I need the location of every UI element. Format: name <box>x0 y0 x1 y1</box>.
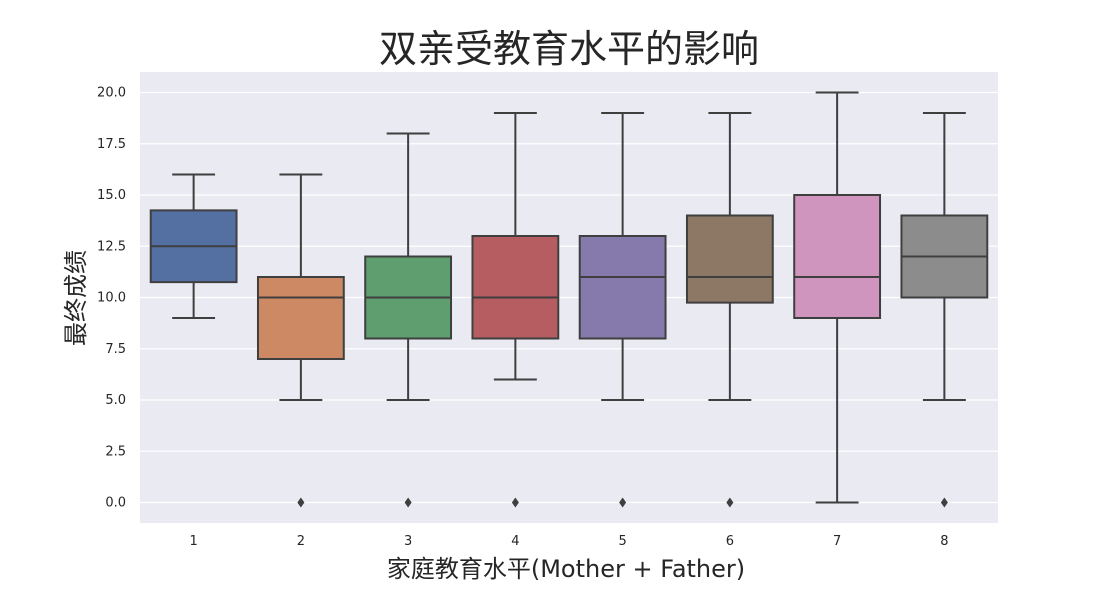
box-4 <box>471 112 560 508</box>
outlier-point <box>726 497 734 508</box>
iqr-box <box>471 235 560 340</box>
y-tick-label: 12.5 <box>97 239 126 254</box>
outlier-point <box>404 497 412 508</box>
y-tick-label: 5.0 <box>105 393 126 408</box>
y-tick-label: 2.5 <box>105 444 126 459</box>
box-1 <box>149 173 238 319</box>
x-tick-label: 2 <box>297 534 305 549</box>
box-3 <box>364 132 453 508</box>
box-7 <box>793 91 882 504</box>
box-5 <box>578 112 667 508</box>
x-tick-label: 1 <box>189 534 197 549</box>
x-tick-label: 4 <box>511 534 519 549</box>
x-tick-label: 5 <box>618 534 626 549</box>
iqr-box <box>793 194 882 319</box>
x-axis-label: 家庭教育水平(Mother + Father) <box>387 555 745 583</box>
outlier-point <box>940 497 948 508</box>
x-tick-label: 3 <box>404 534 412 549</box>
box-6 <box>685 112 774 508</box>
iqr-box <box>578 235 667 340</box>
chart-title: 双亲受教育水平的影响 <box>379 27 759 71</box>
y-tick-label: 15.0 <box>97 188 126 203</box>
iqr-box <box>685 214 774 304</box>
box-2 <box>256 173 345 508</box>
x-tick-label: 6 <box>726 534 734 549</box>
y-tick-label: 17.5 <box>97 137 126 152</box>
outlier-point <box>511 497 519 508</box>
y-tick-label: 0.0 <box>105 496 126 511</box>
iqr-box <box>256 276 345 360</box>
outlier-point <box>297 497 305 508</box>
outlier-point <box>619 497 627 508</box>
box-8 <box>900 112 989 508</box>
x-tick-label: 7 <box>833 534 841 549</box>
y-tick-label: 20.0 <box>97 86 126 101</box>
x-tick-label: 8 <box>940 534 948 549</box>
y-tick-label: 7.5 <box>105 342 126 357</box>
y-tick-label: 10.0 <box>97 291 126 306</box>
y-axis-label: 最终成绩 <box>62 250 90 346</box>
